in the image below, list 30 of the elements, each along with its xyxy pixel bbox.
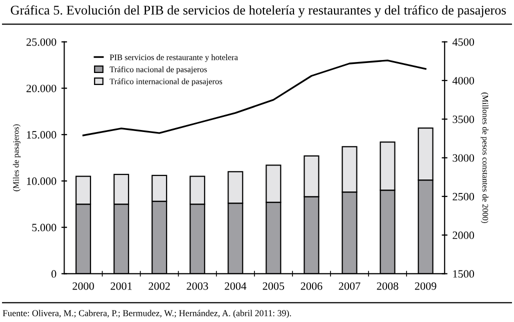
x-tick-label: 2005 [262, 282, 284, 290]
source-note: Fuente: Olivera, M.; Cabrera, P.; Bermudez, W.; Hernández, A. (abril 2011: 39). [2, 310, 291, 318]
x-tick-label: 2009 [414, 282, 436, 290]
x-tick-label: 2003 [186, 282, 208, 290]
y-tick-label: 25.000 [26, 38, 56, 46]
y2-tick-label: 2000 [452, 232, 474, 240]
x-tick-label: 2001 [110, 282, 132, 290]
y2-tick-label: 3500 [452, 116, 474, 124]
x-tick-label: 2004 [224, 282, 246, 290]
y-tick-label: 0 [51, 270, 56, 278]
y2-tick-label: 3000 [452, 154, 474, 162]
y-axis-title: (Miles de pasajeros) [12, 124, 20, 192]
y-tick-label: 15.000 [27, 131, 56, 139]
y2-axis-title: (Millones de pesos constantes de 2000) [480, 92, 488, 224]
x-tick-label: 2002 [148, 282, 170, 290]
x-tick-label: 2008 [376, 282, 398, 290]
x-tick-label: 2006 [300, 282, 322, 290]
y2-tick-label: 2500 [452, 192, 474, 200]
y-tick-label: 20.000 [26, 84, 56, 92]
chart-title: Gráfica 5. Evolución del PIB de servicios de hotelería y restaurantes y del tráfico de pasajeros [10, 5, 506, 18]
x-tick-label: 2007 [338, 282, 360, 290]
legend-label: Tráfico internacional de pasajeros [110, 78, 222, 86]
legend-label: PIB servicios de restaurante y hotelera [110, 54, 238, 62]
y2-tick-label: 4000 [452, 76, 474, 84]
y-tick-label: 10.000 [27, 177, 56, 185]
y-tick-label: 5.000 [32, 224, 56, 232]
legend-label: Tráfico nacional de pasajeros [110, 66, 207, 74]
y2-tick-label: 1500 [453, 270, 474, 278]
x-tick-label: 2000 [72, 282, 94, 290]
y2-tick-label: 4500 [452, 38, 474, 46]
